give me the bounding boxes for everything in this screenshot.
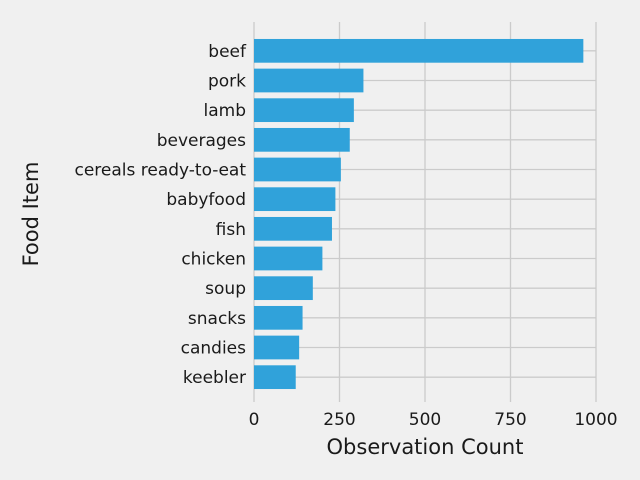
bars <box>254 38 584 390</box>
bar-candies <box>254 335 300 360</box>
bar-pork <box>254 68 364 93</box>
bar-babyfood <box>254 187 336 212</box>
bar-snacks <box>254 305 303 330</box>
x-tick-label: 250 <box>323 410 355 430</box>
category-label: beef <box>208 42 247 62</box>
category-label: lamb <box>204 101 247 121</box>
x-tick-label: 500 <box>409 410 441 430</box>
category-label: chicken <box>181 250 246 270</box>
bar-lamb <box>254 98 354 123</box>
category-labels: beef pork lamb beverages cereals ready-to-ea… <box>74 42 247 388</box>
category-label: fish <box>216 220 246 240</box>
category-label: keebler <box>183 368 246 388</box>
category-label: beverages <box>157 131 246 151</box>
bar-keebler <box>254 365 296 390</box>
bar-fish <box>254 216 332 241</box>
y-axis-label: Food Item <box>19 162 43 267</box>
bar-cereals-ready-to-eat <box>254 157 341 182</box>
category-label: soup <box>205 279 246 299</box>
category-label: babyfood <box>166 190 246 210</box>
bar-beef <box>254 38 584 63</box>
category-label: cereals ready-to-eat <box>74 161 246 181</box>
x-axis-label: Observation Count <box>327 435 524 459</box>
x-tick-label: 750 <box>494 410 526 430</box>
bar-chicken <box>254 246 323 271</box>
category-label: snacks <box>188 309 246 329</box>
bar-beverages <box>254 127 350 152</box>
category-label: pork <box>208 72 246 92</box>
x-tick-label: 0 <box>249 410 260 430</box>
bar-soup <box>254 276 313 301</box>
x-tick-label: 1000 <box>574 410 617 430</box>
x-tick-labels: 0 250 500 750 1000 <box>249 410 618 430</box>
category-label: candies <box>181 339 247 359</box>
